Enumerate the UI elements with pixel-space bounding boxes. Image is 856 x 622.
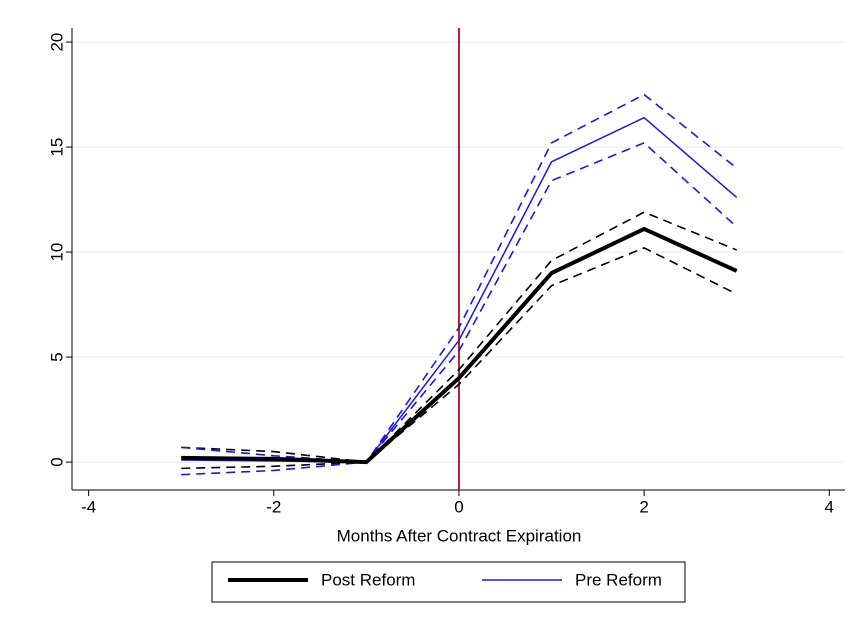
ci-upper-line — [181, 211, 737, 463]
ci-lower-line — [181, 247, 738, 470]
ci-lower-line — [181, 142, 738, 476]
x-tick-label: -2 — [266, 497, 281, 516]
y-tick-label: 15 — [47, 138, 66, 157]
series-line — [181, 116, 738, 463]
y-tick-label: 0 — [47, 457, 66, 466]
x-tick-label: 0 — [454, 497, 463, 516]
legend-label: Pre Reform — [575, 570, 662, 589]
x-tick-label: 2 — [639, 497, 648, 516]
x-axis-label: Months After Contract Expiration — [337, 526, 582, 545]
legend-label: Post Reform — [321, 570, 415, 589]
x-tick-label: 4 — [825, 497, 834, 516]
y-tick-label: 20 — [47, 33, 66, 52]
y-tick-label: 10 — [47, 243, 66, 262]
series-line — [181, 226, 738, 465]
ci-upper-line — [181, 93, 738, 463]
y-tick-label: 5 — [47, 352, 66, 361]
x-tick-label: -4 — [81, 497, 96, 516]
